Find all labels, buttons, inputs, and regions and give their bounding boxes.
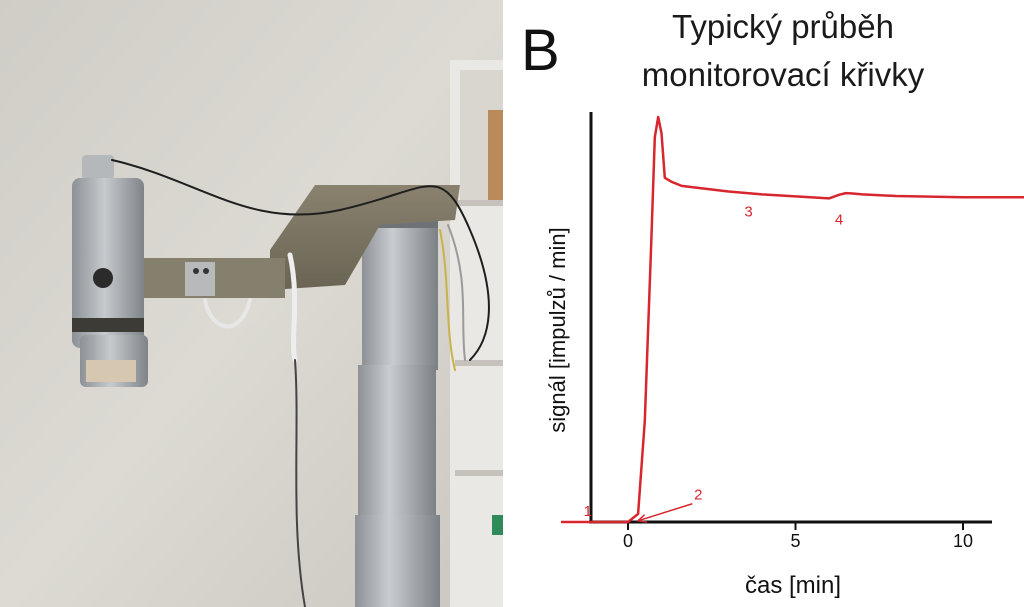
device-photo: [0, 0, 503, 607]
stand-column: [355, 218, 440, 607]
x-tick-label: 5: [790, 531, 800, 551]
curve-annotation-4: 4: [835, 211, 843, 228]
y-axis-label: signál [impulzů / min]: [545, 227, 570, 432]
line-chart: 05101520 12345 čas [min] signál [impulzů…: [545, 112, 1024, 599]
chart-title-line-2: monitorovací křivky: [641, 56, 925, 93]
panel-label: B: [521, 18, 560, 83]
x-tick-label: 10: [953, 531, 973, 551]
curve-annotation-1: 1: [584, 503, 592, 520]
curve-annotation-3: 3: [744, 204, 752, 221]
x-axis-label: čas [min]: [745, 572, 841, 599]
cables: [111, 159, 490, 607]
shelf-unit: [450, 60, 503, 607]
chart-title-line-1: Typický průběh: [672, 8, 894, 45]
x-ray-detector: [72, 155, 148, 387]
annotation-arrowhead: [636, 514, 648, 523]
monitoring-curve-line: [561, 115, 1024, 524]
annotation-arrow-line: [637, 503, 693, 522]
x-tick-label: 0: [623, 531, 633, 551]
chart-panel: B Typický průběh monitorovací křivky 0 5 1…: [503, 0, 1024, 607]
curve-annotation-2: 2: [694, 487, 702, 504]
x-ray-device-illustration: [0, 0, 503, 607]
